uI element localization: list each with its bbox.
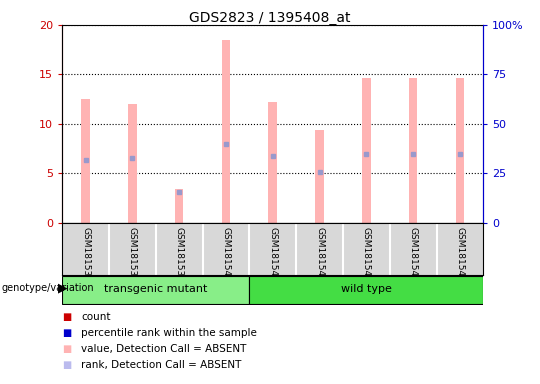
Bar xyxy=(128,104,137,223)
Text: GSM181543: GSM181543 xyxy=(362,227,371,282)
Text: GSM181545: GSM181545 xyxy=(455,227,464,282)
Text: ■: ■ xyxy=(62,360,71,370)
Text: GSM181544: GSM181544 xyxy=(409,227,417,281)
Text: ■: ■ xyxy=(62,328,71,338)
Text: genotype/variation: genotype/variation xyxy=(1,283,94,293)
Text: ▶: ▶ xyxy=(58,281,68,295)
Text: ■: ■ xyxy=(62,312,71,322)
Bar xyxy=(456,78,464,223)
Text: GSM181541: GSM181541 xyxy=(268,227,277,282)
Bar xyxy=(249,276,483,304)
Text: GSM181539: GSM181539 xyxy=(174,227,184,282)
Text: count: count xyxy=(81,312,111,322)
Bar xyxy=(362,78,370,223)
Bar xyxy=(409,78,417,223)
Text: rank, Detection Call = ABSENT: rank, Detection Call = ABSENT xyxy=(81,360,241,370)
Bar xyxy=(82,99,90,223)
Text: GSM181542: GSM181542 xyxy=(315,227,324,281)
Bar xyxy=(175,189,183,223)
Text: transgenic mutant: transgenic mutant xyxy=(104,284,207,294)
Text: GSM181538: GSM181538 xyxy=(128,227,137,282)
Bar xyxy=(268,102,277,223)
Bar xyxy=(315,130,323,223)
Bar xyxy=(222,40,230,223)
Bar xyxy=(62,276,249,304)
Text: percentile rank within the sample: percentile rank within the sample xyxy=(81,328,257,338)
Text: GSM181537: GSM181537 xyxy=(81,227,90,282)
Text: GSM181540: GSM181540 xyxy=(221,227,231,282)
Text: GDS2823 / 1395408_at: GDS2823 / 1395408_at xyxy=(189,11,351,25)
Text: ■: ■ xyxy=(62,344,71,354)
Text: wild type: wild type xyxy=(341,284,392,294)
Text: value, Detection Call = ABSENT: value, Detection Call = ABSENT xyxy=(81,344,246,354)
